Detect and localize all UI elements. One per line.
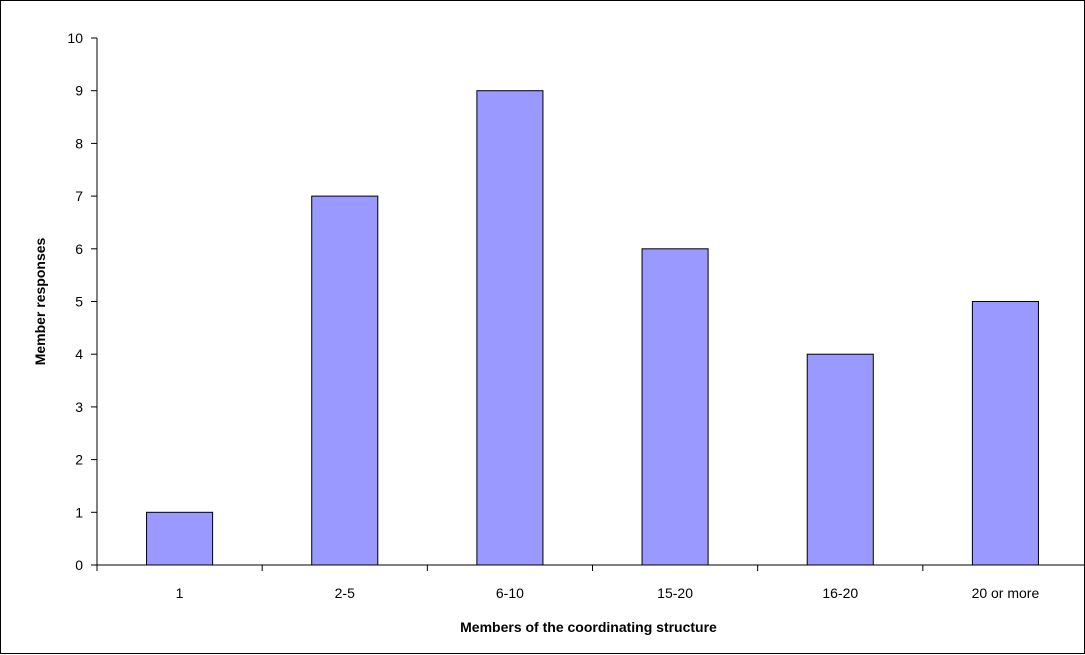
y-tick-label: 0 — [75, 557, 83, 573]
y-tick-label: 9 — [75, 83, 83, 99]
x-tick-label: 2-5 — [335, 585, 355, 601]
y-tick-label: 6 — [75, 241, 83, 257]
bar-20-or-more — [971, 301, 1039, 566]
x-axis-title: Members of the coordinating structure — [460, 619, 717, 635]
bars — [146, 90, 1039, 566]
y-tick-label: 5 — [75, 294, 83, 310]
y-axis-ticks: 0 1 2 3 4 5 6 7 8 9 10 — [67, 30, 97, 573]
y-axis-title: Member responses — [32, 237, 48, 365]
y-tick-label: 2 — [75, 452, 83, 468]
bar-16-20 — [806, 353, 874, 566]
y-tick-label: 7 — [75, 188, 83, 204]
bar-2-5 — [311, 195, 379, 566]
y-tick-label: 10 — [67, 30, 83, 46]
y-tick-label: 3 — [75, 399, 83, 415]
x-tick-label: 6-10 — [496, 585, 524, 601]
bar-1 — [146, 511, 214, 566]
x-tick-label: 15-20 — [657, 585, 693, 601]
y-tick-label: 1 — [75, 504, 83, 520]
bar-6-10 — [476, 90, 544, 566]
x-tick-label: 16-20 — [822, 585, 858, 601]
x-tick-label: 20 or more — [972, 585, 1040, 601]
y-tick-label: 8 — [75, 135, 83, 151]
x-axis-ticks: 1 2-5 6-10 15-20 16-20 20 or more — [96, 565, 1040, 601]
y-tick-label: 4 — [75, 346, 83, 362]
bar-15-20 — [641, 248, 709, 566]
x-tick-label: 1 — [176, 585, 184, 601]
